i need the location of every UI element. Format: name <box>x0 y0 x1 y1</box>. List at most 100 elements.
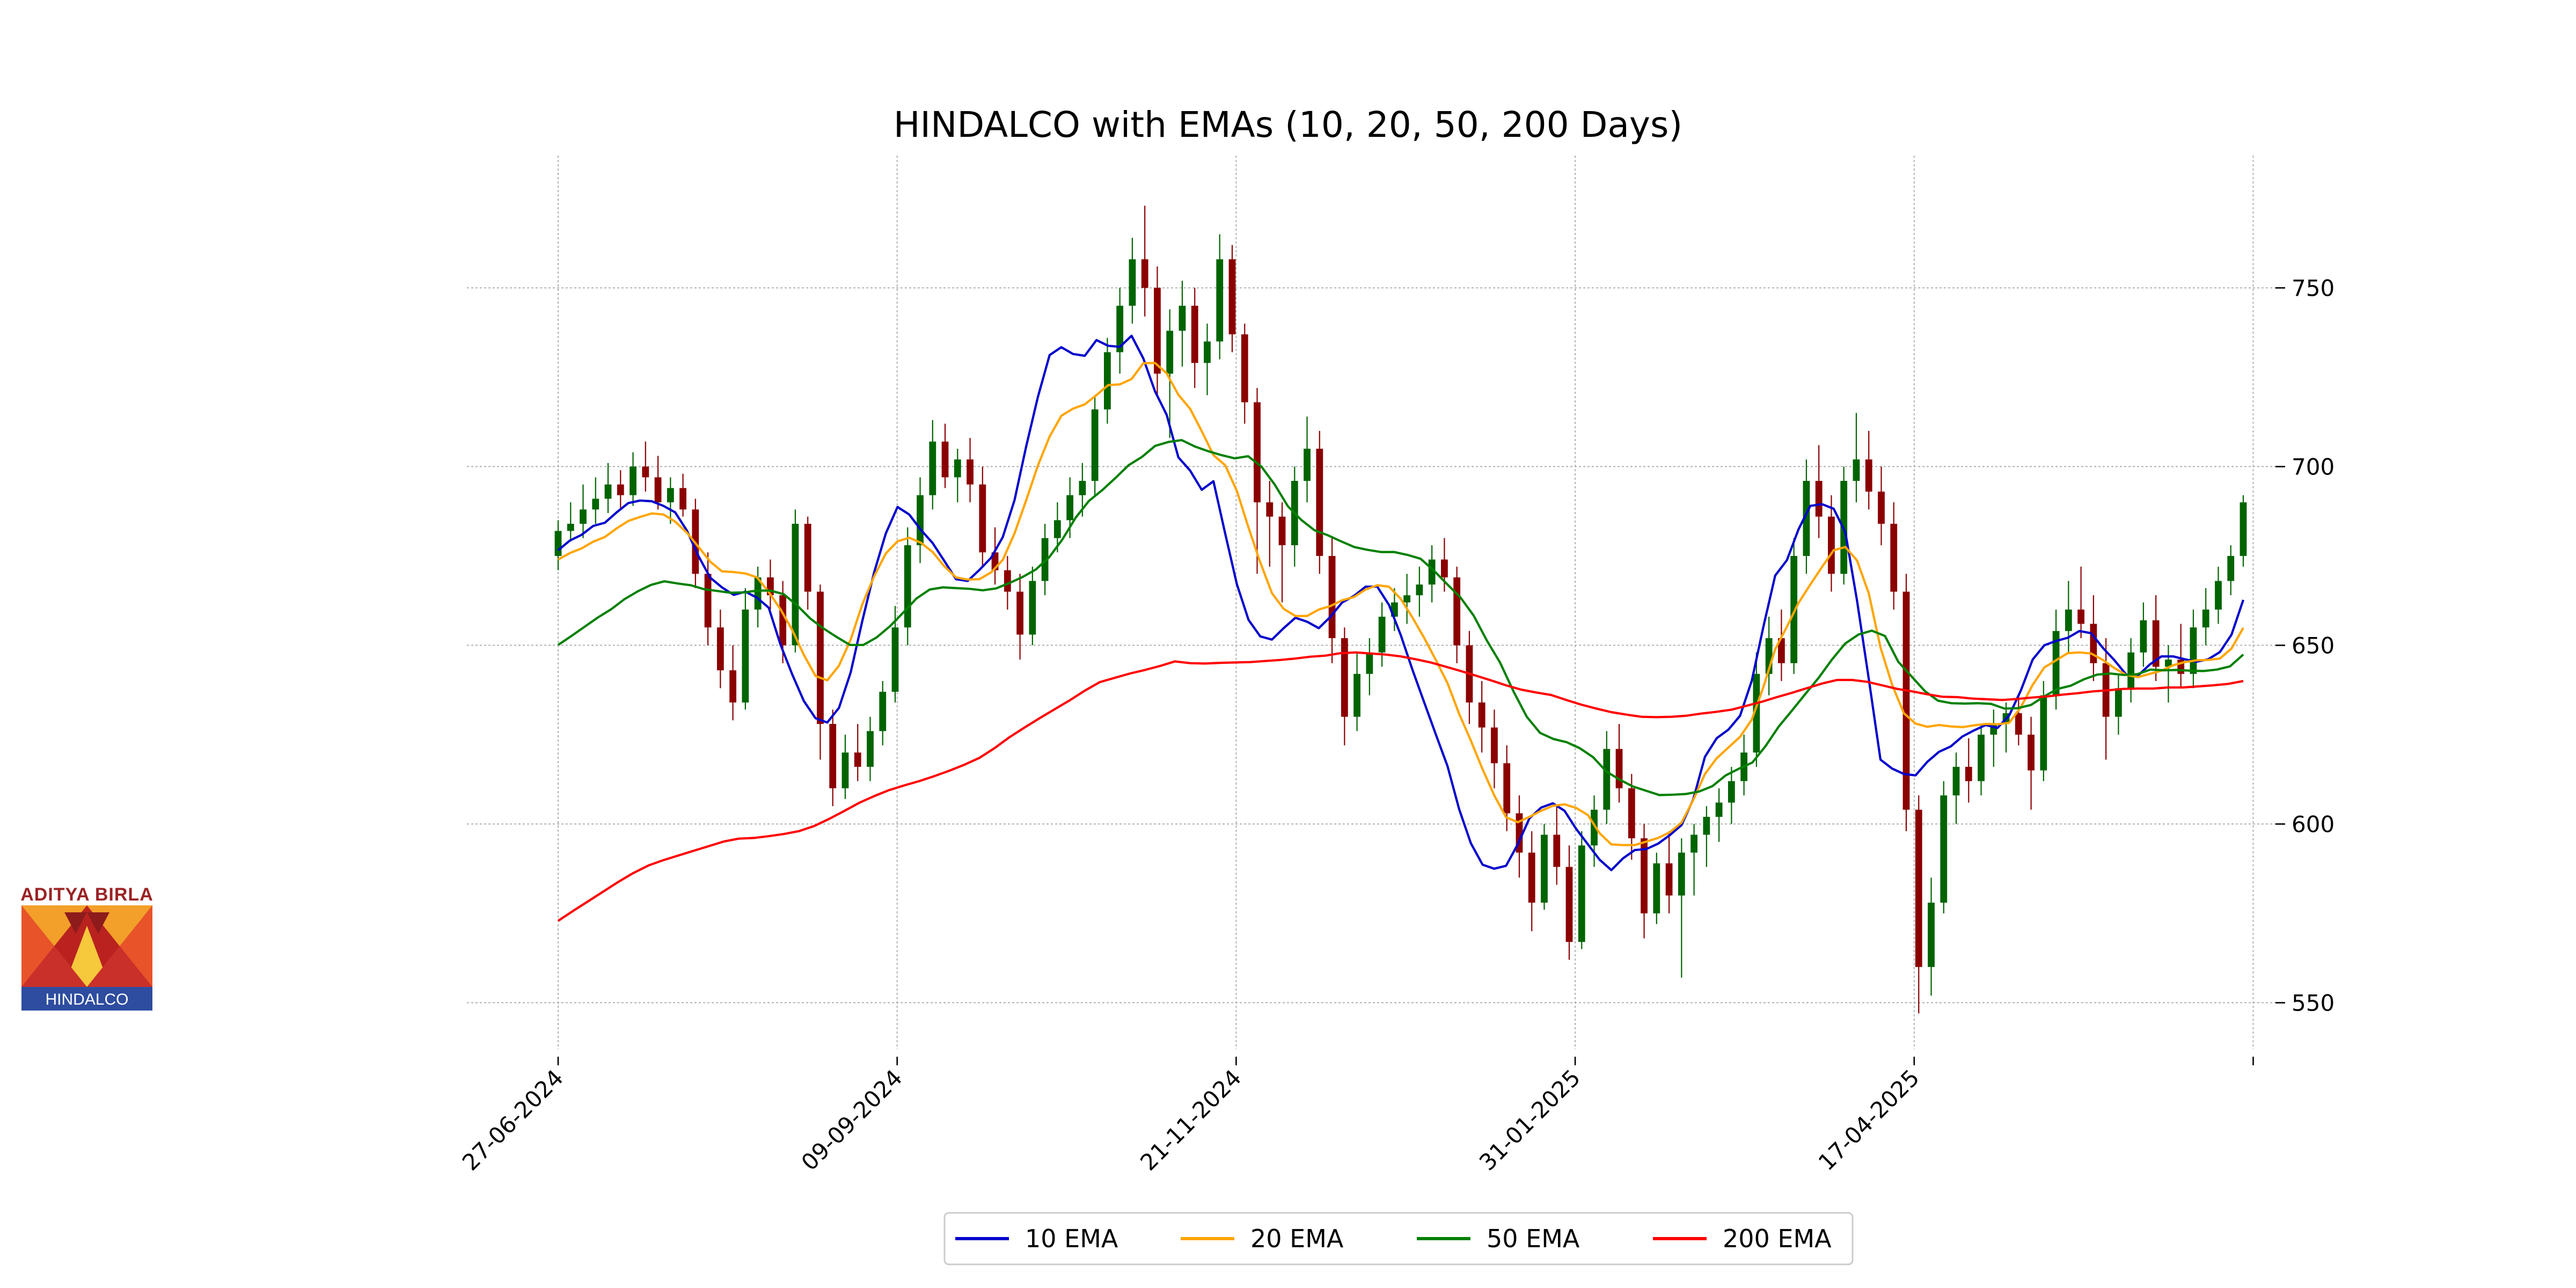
candle <box>1016 574 1023 660</box>
candle <box>2127 638 2135 702</box>
candle-body <box>1204 341 1211 363</box>
candle-body <box>1053 520 1061 538</box>
candle-body <box>1815 481 1823 517</box>
candle <box>1902 574 1910 831</box>
candle <box>1553 806 1561 885</box>
candle-body <box>2215 581 2222 610</box>
candle <box>1565 845 1573 960</box>
candle <box>1665 831 1673 913</box>
candle-body <box>1216 259 1224 342</box>
candle <box>1154 266 1161 396</box>
candle-body <box>1503 763 1511 814</box>
candle-body <box>1978 734 1985 781</box>
candle <box>1603 731 1611 824</box>
candle-body <box>592 499 599 510</box>
candle-body <box>1865 459 1872 492</box>
candle <box>729 645 737 721</box>
candle-body <box>1665 863 1673 896</box>
candle <box>2102 638 2110 760</box>
candle-body <box>1278 516 1286 545</box>
ema-line-200 <box>557 651 2244 922</box>
candle <box>1091 395 1099 495</box>
candle-body <box>1778 638 1785 663</box>
candle <box>1828 495 1835 592</box>
candle <box>1541 824 1548 910</box>
candle <box>2190 609 2197 689</box>
candle-body <box>2028 734 2035 771</box>
candle-body <box>1952 766 1960 796</box>
candle <box>2215 566 2222 624</box>
x-tick-label: 09-09-2024 <box>796 1064 908 1175</box>
candle-body <box>1091 409 1099 481</box>
candle-body <box>679 488 686 510</box>
candle-body <box>2165 660 2172 667</box>
candle-body <box>941 441 949 478</box>
legend-label: 20 EMA <box>1250 1224 1344 1253</box>
candle <box>1728 766 1735 824</box>
candle-body <box>1079 481 1086 495</box>
y-tick-label: 600 <box>2292 811 2334 837</box>
candle-body <box>792 523 799 646</box>
candle <box>1129 238 1136 324</box>
candle-body <box>1615 749 1623 788</box>
x-tick-label: 31-01-2025 <box>1474 1064 1585 1175</box>
candle-body <box>1915 809 1922 967</box>
candle <box>2002 702 2010 753</box>
candle-body <box>1565 867 1573 942</box>
candle <box>1316 430 1323 574</box>
candle <box>1591 795 1598 867</box>
candle <box>1104 338 1111 424</box>
candle-body <box>2227 555 2235 581</box>
candle <box>2177 624 2185 689</box>
candle <box>1241 324 1248 424</box>
candle <box>1990 709 1997 767</box>
candle-body <box>554 531 562 556</box>
x-tick-label: 21-11-2024 <box>1135 1064 1246 1175</box>
candle <box>767 559 774 610</box>
candle <box>1353 652 1360 731</box>
candle-body <box>667 488 674 503</box>
candle-body <box>2202 609 2209 628</box>
candle-body <box>1603 749 1611 810</box>
candle-body <box>729 670 737 702</box>
candle-body <box>1890 523 1898 592</box>
candle <box>1478 681 1485 753</box>
candle <box>654 456 662 510</box>
y-tick-label: 750 <box>2292 275 2334 301</box>
candle <box>1778 609 1785 682</box>
y-tick-label: 550 <box>2292 990 2334 1016</box>
candle <box>1216 234 1224 360</box>
candle-body <box>716 627 724 671</box>
candle <box>617 470 624 510</box>
candle-body <box>1228 259 1236 334</box>
candle-body <box>1328 555 1336 639</box>
candle-body <box>1241 334 1248 402</box>
candle-body <box>1016 591 1023 635</box>
candle-body <box>1029 581 1036 635</box>
candle <box>1278 502 1286 603</box>
candle <box>2165 645 2172 702</box>
candle-body <box>1928 902 1935 967</box>
candle <box>979 466 986 567</box>
candle-body <box>1366 652 1373 674</box>
candle <box>567 502 574 542</box>
candle <box>879 681 887 745</box>
candle <box>1041 523 1049 596</box>
candle-body <box>1116 305 1124 353</box>
candle-body <box>2190 627 2197 674</box>
candle <box>1228 245 1236 353</box>
candle <box>2152 595 2160 682</box>
candle <box>1765 617 1773 696</box>
legend-label: 50 EMA <box>1487 1224 1580 1253</box>
candle <box>2077 566 2085 639</box>
candle <box>2015 695 2022 745</box>
candle-body <box>1728 781 1735 803</box>
candle-body <box>1628 788 1635 839</box>
candlesticks <box>554 206 2247 1014</box>
candle-body <box>1166 331 1174 374</box>
candle <box>704 552 712 646</box>
candle-body <box>1378 617 1386 653</box>
candle-body <box>917 495 924 545</box>
candle <box>1378 602 1386 667</box>
candle-body <box>567 523 574 531</box>
